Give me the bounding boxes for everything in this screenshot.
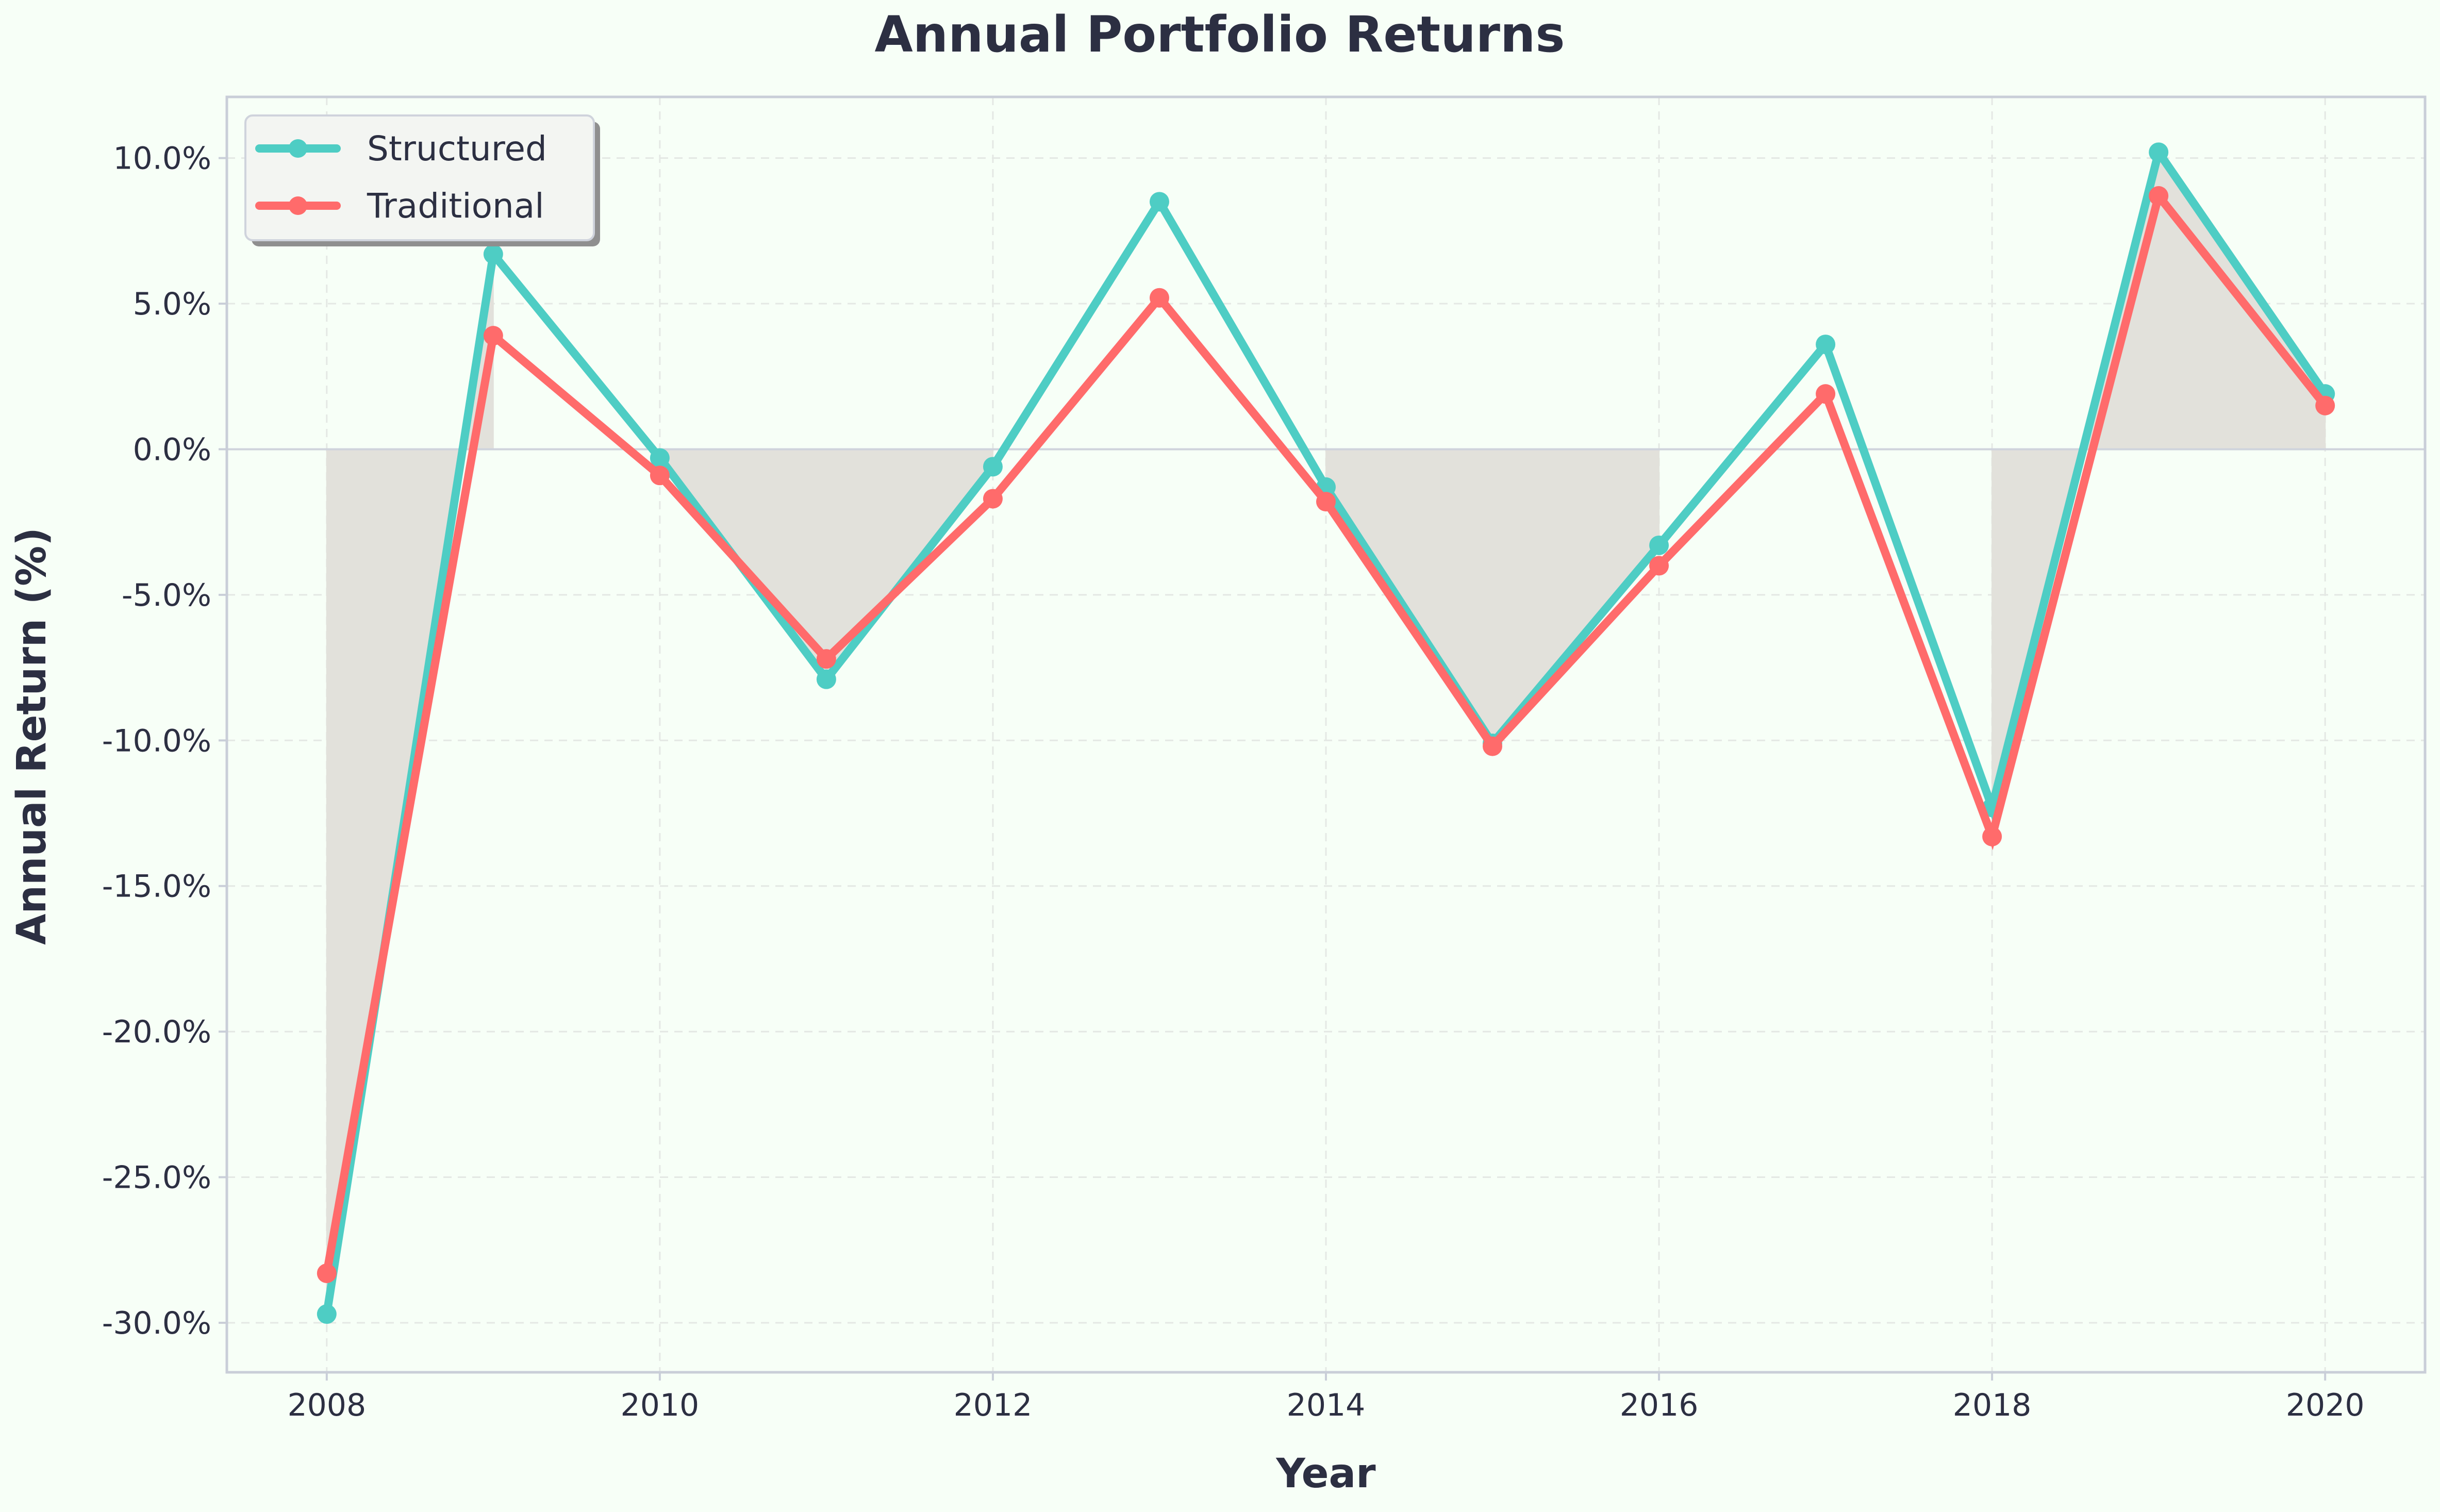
x-axis-label: Year (1275, 1451, 1376, 1497)
x-axis: 2008 2010 2012 2014 2016 2018 2020 (287, 1372, 2365, 1423)
chart-title: Annual Portfolio Returns (875, 6, 1565, 63)
data-point-traditional (1982, 826, 2002, 846)
x-tick-label: 2010 (621, 1387, 700, 1423)
data-point-structured (1649, 535, 1669, 555)
y-axis-label: Annual Return (%) (9, 527, 55, 945)
data-point-structured (1816, 335, 1836, 355)
series-layer (317, 142, 2335, 1324)
y-tick-label: -20.0% (102, 1014, 211, 1050)
y-axis: -30.0% -25.0% -20.0% -15.0% -10.0% -5.0% 0.0% 5… (102, 141, 227, 1341)
y-tick-label: -30.0% (102, 1305, 211, 1341)
legend-marker-traditional (289, 196, 307, 215)
x-tick-label: 2016 (1620, 1387, 1699, 1423)
data-point-traditional (1316, 492, 1336, 512)
data-point-traditional (650, 466, 670, 486)
y-tick-label: -15.0% (102, 869, 211, 905)
data-point-traditional (317, 1263, 337, 1283)
y-tick-label: 10.0% (113, 141, 211, 177)
x-tick-label: 2014 (1287, 1387, 1366, 1423)
y-tick-label: 0.0% (133, 431, 211, 468)
data-point-traditional (1149, 288, 1169, 308)
y-tick-label: -10.0% (102, 723, 211, 759)
legend-label-traditional: Traditional (367, 186, 544, 226)
x-tick-label: 2018 (1953, 1387, 2032, 1423)
data-point-structured (816, 669, 836, 689)
data-point-structured (483, 244, 503, 264)
data-point-traditional (1483, 736, 1503, 756)
data-point-traditional (2315, 395, 2335, 416)
data-point-traditional (1816, 384, 1836, 404)
legend: Structured Traditional (244, 114, 600, 246)
data-point-structured (1149, 192, 1169, 212)
legend-marker-structured (289, 139, 307, 158)
data-point-structured (2149, 142, 2169, 162)
data-point-traditional (483, 326, 503, 346)
data-point-traditional (2149, 186, 2169, 206)
data-point-traditional (816, 649, 836, 669)
data-point-structured (650, 448, 670, 468)
x-tick-label: 2020 (2286, 1387, 2365, 1423)
data-point-traditional (983, 489, 1003, 509)
x-tick-label: 2012 (954, 1387, 1033, 1423)
data-point-structured (983, 457, 1003, 477)
y-tick-label: 5.0% (133, 286, 211, 322)
x-tick-label: 2008 (287, 1387, 366, 1423)
y-tick-label: -5.0% (122, 577, 211, 613)
data-point-structured (317, 1304, 337, 1324)
legend-label-structured: Structured (367, 129, 547, 169)
data-point-traditional (1649, 556, 1669, 576)
y-tick-label: -25.0% (102, 1160, 211, 1196)
